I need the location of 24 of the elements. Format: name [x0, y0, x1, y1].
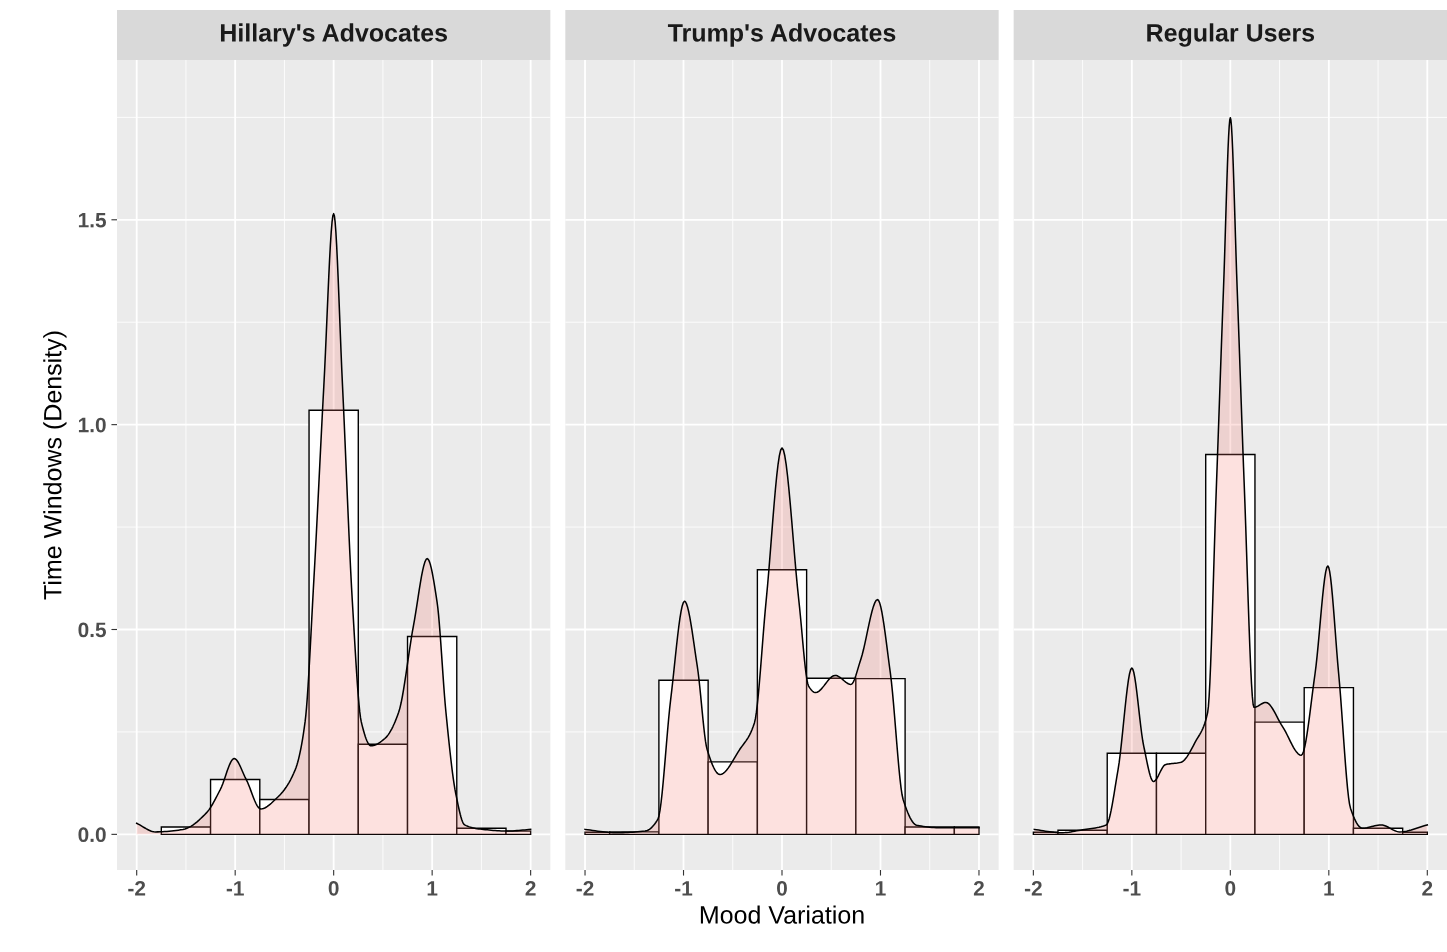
x-tick-label: -2 [128, 880, 146, 896]
x-tick-label: 2 [973, 880, 984, 896]
x-tick-label: -1 [226, 881, 244, 896]
y-tick-label: 0.5 [78, 622, 107, 638]
x-tick-label: 0 [1225, 880, 1236, 896]
x-tick-label: 2 [525, 880, 536, 896]
x-tick-label: 1 [876, 881, 886, 896]
y-tick-label: 1.5 [78, 213, 107, 228]
x-tick-label: -1 [1123, 881, 1141, 896]
x-tick-label: -1 [675, 881, 693, 896]
x-axis-title: Mood Variation [700, 905, 864, 924]
chart-title: Regular Users [1147, 23, 1315, 47]
x-tick-label: 0 [777, 880, 787, 896]
x-tick-label: 0 [328, 880, 339, 896]
x-tick-label: 2 [1422, 880, 1433, 896]
y-tick-label: 1.0 [78, 417, 106, 433]
y-axis-title: Time Windows (Density) [43, 331, 67, 600]
x-tick-label: -2 [1024, 880, 1042, 896]
x-tick-label: 1 [1324, 881, 1335, 896]
chart-title: Hillary's Advocates [220, 23, 448, 47]
x-tick-label: -2 [576, 880, 594, 896]
chart-title: Trump's Advocates [667, 23, 896, 47]
x-tick-label: 1 [427, 881, 438, 896]
y-tick-label: 0.0 [78, 827, 106, 843]
